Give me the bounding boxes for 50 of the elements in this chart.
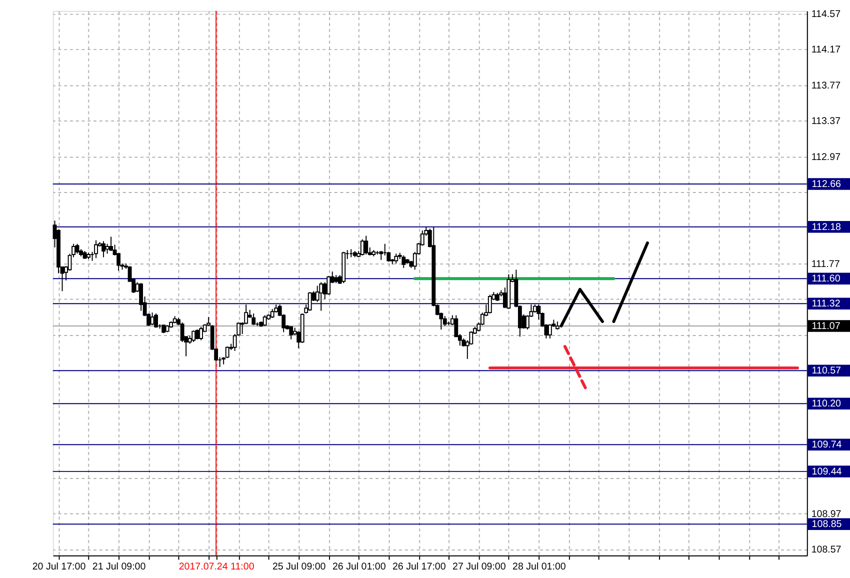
candlestick xyxy=(102,240,106,258)
candlestick xyxy=(94,240,98,259)
candlestick xyxy=(289,325,294,340)
ref-line-label: 108.85 xyxy=(812,519,842,530)
ref-line-label: 112.66 xyxy=(812,178,842,190)
candlestick xyxy=(192,330,196,343)
y-tick-label: 113.77 xyxy=(811,80,841,92)
candlestick xyxy=(180,322,184,343)
y-tick-label: 111.77 xyxy=(811,258,840,270)
candlestick xyxy=(442,316,447,326)
candlestick xyxy=(402,254,406,268)
candlestick xyxy=(308,292,312,312)
candlestick xyxy=(75,243,80,254)
candlestick xyxy=(326,275,331,296)
ref-line-label: 112.18 xyxy=(812,222,842,233)
x-tick-label: 26 Jul 17:00 xyxy=(392,562,446,573)
x-tick-label: 21 Jul 09:00 xyxy=(92,562,146,573)
y-tick-label: 114.17 xyxy=(811,44,841,56)
ref-line-label: 111.60 xyxy=(812,274,841,285)
candlestick xyxy=(548,324,552,339)
candlestick xyxy=(364,235,368,256)
candlestick xyxy=(262,314,267,326)
candlestick xyxy=(199,326,204,341)
ref-line-label: 109.74 xyxy=(812,440,842,451)
candlestick xyxy=(154,312,158,328)
y-tick-label: 113.37 xyxy=(811,116,841,128)
x-tick-label: 26 Jul 01:00 xyxy=(332,562,386,573)
candlestick xyxy=(360,238,364,256)
y-tick-label: 108.97 xyxy=(811,508,842,520)
y-tick-label: 108.57 xyxy=(811,544,842,556)
ref-line-label: 111.32 xyxy=(812,298,840,310)
ref-line-label: 109.44 xyxy=(812,466,842,478)
x-tick-label: 25 Jul 09:00 xyxy=(272,562,326,573)
y-tick-label: 114.57 xyxy=(811,8,841,20)
x-tick-label: 20 Jul 17:00 xyxy=(32,562,86,573)
candlestick xyxy=(394,253,398,264)
ref-line-label: 110.20 xyxy=(812,398,842,410)
candlestick xyxy=(105,243,110,254)
y-tick-label: 112.97 xyxy=(811,152,841,163)
ref-line-label: 110.57 xyxy=(812,366,842,377)
x-tick-label: 28 Jul 01:00 xyxy=(512,562,566,573)
candlestick xyxy=(195,329,200,340)
x-tick-label: 27 Jul 09:00 xyxy=(452,562,506,573)
candlestick xyxy=(252,312,256,326)
candlestick xyxy=(319,282,324,312)
candlestick xyxy=(488,294,492,314)
candlestick xyxy=(150,312,154,326)
x-tick-label: 2017.07.24 11:00 xyxy=(178,562,255,573)
ref-line-label: 111.07 xyxy=(812,320,840,332)
candlestick xyxy=(109,236,113,252)
